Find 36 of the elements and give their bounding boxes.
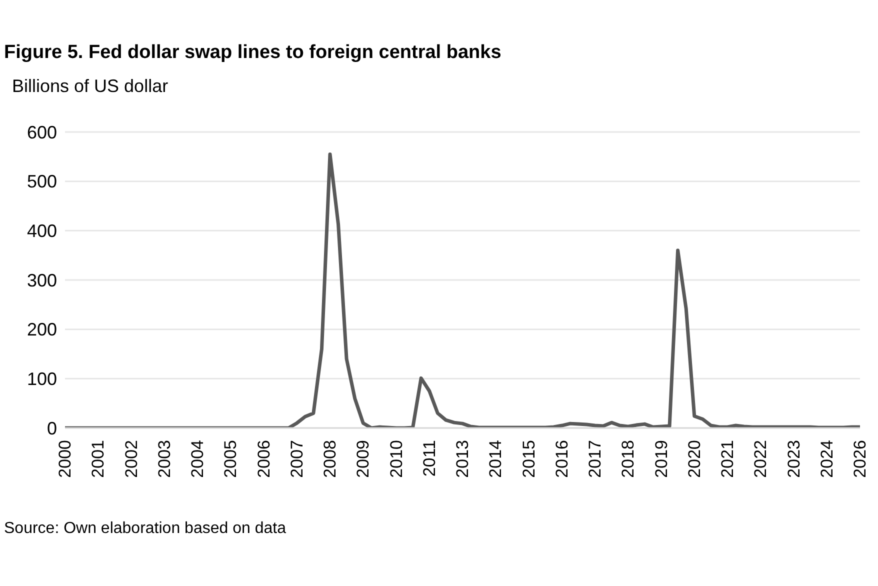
x-tick-label: 2001 xyxy=(88,440,108,478)
x-tick-label: 2004 xyxy=(188,440,207,478)
source-note: Source: Own elaboration based on data xyxy=(4,520,286,538)
chart-title: Figure 5. Fed dollar swap lines to foreign central banks xyxy=(4,42,502,64)
y-axis-title: Billions of US dollar xyxy=(12,76,168,97)
x-tick-label: 2013 xyxy=(453,440,472,478)
y-tick-label: 300 xyxy=(26,270,57,290)
x-tick-label: 2016 xyxy=(552,440,572,478)
x-tick-label: 2009 xyxy=(354,440,373,478)
y-tick-label: 500 xyxy=(26,172,57,192)
x-tick-label: 2007 xyxy=(287,440,306,478)
x-tick-label: 2006 xyxy=(254,440,274,478)
x-tick-label: 2003 xyxy=(154,440,174,478)
x-tick-label: 2002 xyxy=(122,440,141,478)
x-tick-label: 2026 xyxy=(850,440,870,478)
x-tick-label: 2000 xyxy=(56,440,74,478)
x-tick-label: 2022 xyxy=(751,440,770,478)
x-tick-label: 2024 xyxy=(817,440,836,478)
y-tick-label: 100 xyxy=(26,369,57,390)
y-tick-label: 0 xyxy=(46,418,57,438)
x-tick-label: 2018 xyxy=(618,440,638,478)
x-tick-label: 2011 xyxy=(420,440,439,477)
x-tick-label: 2005 xyxy=(221,440,240,478)
y-tick-label: 400 xyxy=(26,221,57,242)
line-series xyxy=(65,152,860,428)
x-tick-label: 2021 xyxy=(718,440,737,478)
x-tick-label: 2019 xyxy=(652,440,671,478)
x-tick-label: 2015 xyxy=(519,440,538,478)
y-tick-label: 600 xyxy=(26,122,57,142)
x-tick-label: 2014 xyxy=(486,440,506,478)
x-tick-label: 2010 xyxy=(386,440,406,478)
x-tick-label: 2020 xyxy=(684,440,704,478)
x-tick-label: 2008 xyxy=(320,440,340,478)
x-tick-label: 2017 xyxy=(586,440,604,478)
y-tick-label: 200 xyxy=(26,320,57,340)
x-tick-label: 2023 xyxy=(784,440,804,478)
